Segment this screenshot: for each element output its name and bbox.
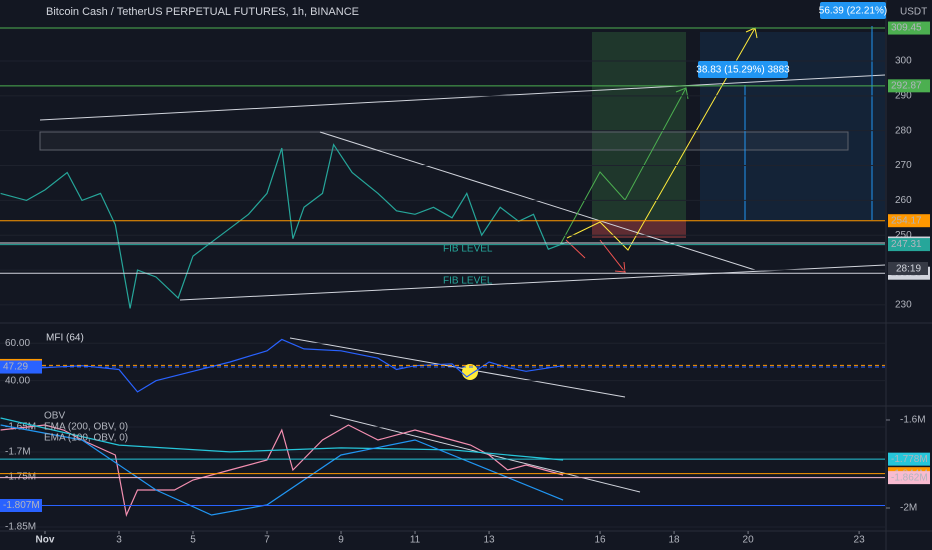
level-label: -1.778M [891,454,928,465]
level-label-box [888,214,930,228]
trend-line [319,131,756,271]
level-label: 309.45 [891,23,922,34]
x-tick-label: 11 [410,535,421,546]
measure-zone [700,32,885,220]
measure-label: 56.39 (22.21%) [819,6,887,17]
marker [462,364,478,380]
x-tick-label: 5 [190,535,196,546]
projection [599,239,627,273]
level-label-box [0,499,42,512]
data-line [0,424,564,516]
y-tick-label: -1.85M [5,522,36,533]
projection [566,27,756,251]
level-label: 47.29 [3,362,28,373]
level-label: 247.31 [891,239,922,250]
x-tick-label: 3 [116,535,122,546]
level-label-box [0,360,42,374]
y-tick-label: 260 [895,195,912,206]
y-tick-label: 300 [895,56,912,67]
level-label-box [888,21,930,35]
data-line [0,417,564,461]
trend-line [179,264,886,301]
legend-entry: EMA (100, OBV, 0) [44,433,128,444]
y-tick-label: 270 [895,160,912,171]
y-tick-label: 230 [895,300,912,311]
legend-entry: EMA (200, OBV, 0) [44,422,128,433]
x-tick-label: 7 [264,535,270,546]
data-line [0,143,568,309]
measure-box [820,2,886,19]
y-tick-label: 250 [895,230,912,241]
y-tick-label: 40.00 [5,375,30,386]
level-label-box [888,471,930,485]
x-tick-label: 13 [483,535,495,546]
annotation: FIB LEVEL [443,244,493,255]
x-tick-label: 9 [338,535,344,546]
x-tick-label: 18 [669,535,681,546]
data-line [0,424,564,518]
projection [559,87,687,246]
x-tick-label: 20 [743,535,755,546]
data-line [0,338,564,393]
x-tick-label: Nov [36,535,55,546]
y-tick-label: 290 [895,90,912,101]
level-label-box [888,238,930,252]
range-box [39,131,849,151]
legend-entry: OBV [44,411,65,422]
y2-tick-label: -2M [900,503,917,514]
level-label: -1.807M [3,500,40,511]
y-tick-label: -1.65M [5,422,36,433]
countdown-box [888,262,928,275]
chart-title: Bitcoin Cash / TetherUS PERPETUAL FUTURE… [46,6,359,18]
y-tick-label: 280 [895,125,912,136]
level-label-box [888,452,930,466]
measure-box [698,61,788,78]
level-label: 254.17 [891,215,922,226]
countdown: 28:19 [896,264,921,275]
pane-title: MFI (64) [46,333,84,344]
annotation: FIB LEVEL [443,276,493,287]
y-tick-label: 60.00 [5,338,30,349]
y-tick-label: -1.7M [5,447,31,458]
currency: USDT [900,7,927,18]
level-label: -1.862M [891,472,928,483]
measure-label: 38.83 (15.29%) 3883 [696,65,790,76]
trend-line [39,74,886,121]
loss-zone [592,220,686,238]
profit-zone [592,32,686,220]
level-label: 292.87 [891,80,922,91]
level-label-box [888,79,930,93]
x-tick-label: 23 [854,535,866,546]
y2-tick-label: -1.6M [900,415,926,426]
x-tick-label: 16 [595,535,607,546]
